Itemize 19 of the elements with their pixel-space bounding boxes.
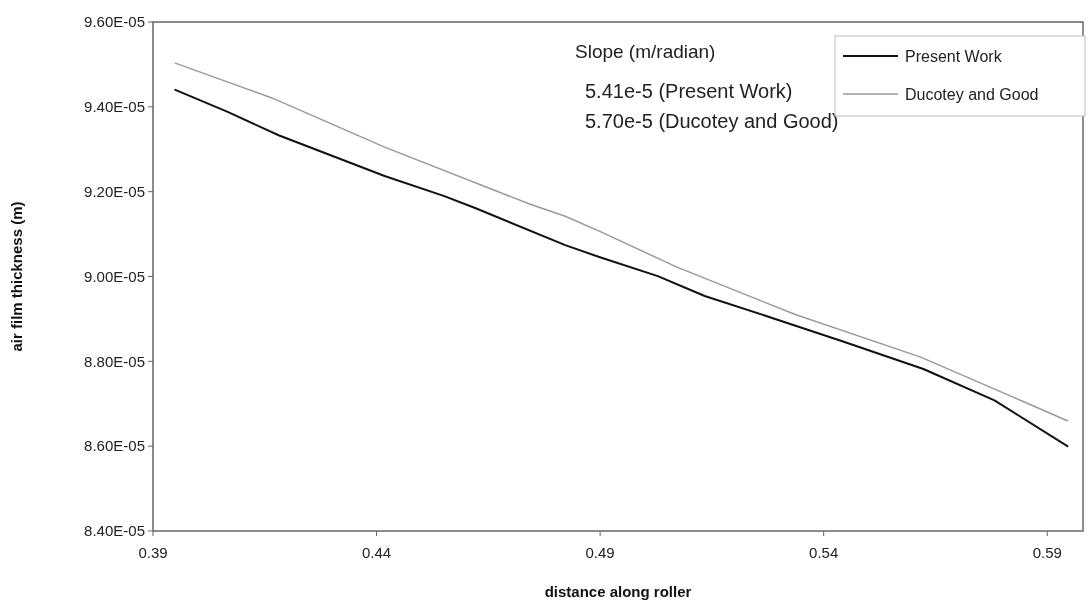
y-tick-label: 9.20E-05 xyxy=(84,182,145,200)
y-tick-label: 9.00E-05 xyxy=(84,267,145,285)
y-tick-label: 9.60E-05 xyxy=(84,13,145,31)
annotation: 5.70e-5 (Ducotey and Good) xyxy=(585,110,839,132)
y-tick-label: 8.40E-05 xyxy=(84,522,145,540)
x-tick-label: 0.54 xyxy=(809,544,839,561)
y-tick-label: 8.80E-05 xyxy=(84,352,145,370)
x-tick-label: 0.39 xyxy=(138,544,168,561)
annotation: 5.41e-5 (Present Work) xyxy=(585,80,793,102)
x-tick-label: 0.44 xyxy=(361,544,392,561)
y-tick-label: 9.40E-05 xyxy=(84,98,145,116)
annotation: Slope (m/radian) xyxy=(575,41,716,62)
y-tick-label: 8.60E-05 xyxy=(84,437,145,455)
legend-label: Present Work xyxy=(905,47,1003,65)
legend-label: Ducotey and Good xyxy=(905,85,1039,103)
x-tick-label: 0.59 xyxy=(1032,544,1062,561)
x-axis-title: distance along roller xyxy=(544,583,692,600)
y-axis-title: air film thickness (m) xyxy=(8,201,25,352)
x-tick-label: 0.49 xyxy=(585,544,615,561)
